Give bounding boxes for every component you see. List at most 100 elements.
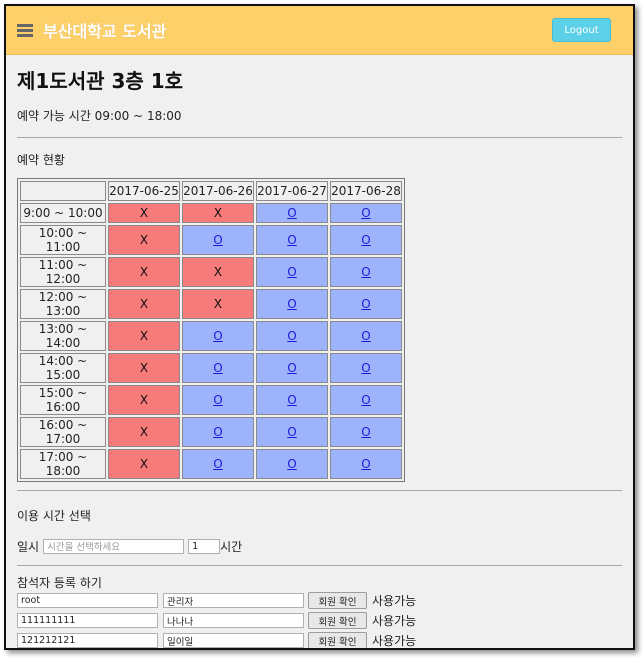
available-slot-link[interactable]: O [361,265,371,279]
table-row: 16:00 ~ 17:00 X O O O [20,417,402,447]
available-slot-link[interactable]: O [287,297,297,311]
reservation-table: 2017-06-25 2017-06-26 2017-06-27 2017-06… [17,178,405,482]
available-slot-link[interactable]: O [213,425,223,439]
available-slot: O [330,321,402,351]
available-slot-link[interactable]: O [213,233,223,247]
time-selection-label: 이용 시간 선택 [17,509,91,523]
table-row: 14:00 ~ 15:00 X O O O [20,353,402,383]
available-slot: O [182,417,254,447]
available-slot-link[interactable]: O [361,297,371,311]
available-slot-link[interactable]: O [287,361,297,375]
available-slot: O [330,203,402,223]
available-slot-link[interactable]: O [287,393,297,407]
brand-title[interactable]: 부산대학교 도서관 [43,22,167,41]
available-slot-link[interactable]: O [361,206,371,220]
table-row: 12:00 ~ 13:00 X X O O [20,289,402,319]
verify-member-button[interactable]: 회원 확인 [308,612,367,629]
verify-member-button[interactable]: 회원 확인 [308,592,367,609]
available-slot: O [330,417,402,447]
available-slot-link[interactable]: O [287,425,297,439]
available-slot: O [182,449,254,479]
time-selection-row: 일시 시간을 선택하세요 1 시간 [17,537,622,555]
main-content: 제1도서관 3층 1호 예약 가능 시간 09:00 ~ 18:00 예약 현황… [6,65,633,648]
time-slot-label: 9:00 ~ 10:00 [20,203,106,223]
member-id-input[interactable]: root [17,593,158,608]
available-slot: O [256,225,328,255]
logout-button[interactable]: Logout [552,18,611,42]
available-slot: O [182,321,254,351]
available-slot-link[interactable]: O [213,457,223,471]
time-slot-label: 17:00 ~ 18:00 [20,449,106,479]
top-navbar: 부산대학교 도서관 Logout [6,6,633,55]
available-slot-link[interactable]: O [361,233,371,247]
table-row: 10:00 ~ 11:00 X O O O [20,225,402,255]
member-name-input[interactable]: 관리자 [163,593,304,608]
table-row: 11:00 ~ 12:00 X X O O [20,257,402,287]
available-slot-link[interactable]: O [213,329,223,343]
attendee-row: 121212121 일이일 회원 확인 사용가능 [17,631,622,648]
member-name-input[interactable]: 일이일 [163,633,304,648]
reservation-table-body: 9:00 ~ 10:00 X X O O 10:00 ~ 11:00 X O O O 11:00 ~… [20,203,402,479]
available-slot-link[interactable]: O [213,361,223,375]
available-slot-link[interactable]: O [287,457,297,471]
available-slot: O [330,449,402,479]
available-slot-link[interactable]: O [361,457,371,471]
available-slot: O [330,385,402,415]
booked-slot: X [108,257,180,287]
table-row: 15:00 ~ 16:00 X O O O [20,385,402,415]
available-slot-link[interactable]: O [287,206,297,220]
time-slot-label: 12:00 ~ 13:00 [20,289,106,319]
page-title: 제1도서관 3층 1호 [17,69,184,93]
date-header: 2017-06-27 [256,181,328,201]
datetime-label: 일시 [17,539,40,554]
member-id-input[interactable]: 121212121 [17,633,158,648]
verify-member-button[interactable]: 회원 확인 [308,632,367,648]
datetime-placeholder: 시간을 선택하세요 [47,542,121,553]
booked-slot: X [108,385,180,415]
available-slot: O [182,225,254,255]
member-id-value: 111111111 [21,615,76,626]
booked-slot: X [182,289,254,319]
member-name-input[interactable]: 나나나 [163,613,304,628]
member-name-value: 나나나 [167,616,194,628]
available-slot: O [330,257,402,287]
reservation-status-label: 예약 현황 [17,153,65,167]
duration-value: 1 [192,540,199,552]
available-slot: O [256,203,328,223]
availability-status: 사용가능 [372,614,417,628]
available-slot: O [256,321,328,351]
time-slot-label: 10:00 ~ 11:00 [20,225,106,255]
date-header: 2017-06-26 [182,181,254,201]
hamburger-menu-icon[interactable] [17,24,33,37]
available-slot-link[interactable]: O [361,329,371,343]
available-slot-link[interactable]: O [361,393,371,407]
date-header: 2017-06-25 [108,181,180,201]
attendee-registration-label: 참석자 등록 하기 [17,576,102,590]
available-slot-link[interactable]: O [361,425,371,439]
available-slot: O [330,289,402,319]
time-slot-label: 13:00 ~ 14:00 [20,321,106,351]
member-id-input[interactable]: 111111111 [17,613,158,628]
available-slot-link[interactable]: O [287,329,297,343]
time-slot-label: 14:00 ~ 15:00 [20,353,106,383]
booked-slot: X [108,417,180,447]
available-slot: O [330,225,402,255]
time-slot-label: 15:00 ~ 16:00 [20,385,106,415]
divider [17,565,622,566]
table-row: 13:00 ~ 14:00 X O O O [20,321,402,351]
duration-input[interactable]: 1 [188,538,221,554]
available-slot-link[interactable]: O [361,361,371,375]
table-corner-cell [20,181,106,201]
time-slot-label: 16:00 ~ 17:00 [20,417,106,447]
time-slot-label: 11:00 ~ 12:00 [20,257,106,287]
available-slot-link[interactable]: O [213,393,223,407]
attendee-row: root 관리자 회원 확인 사용가능 [17,591,622,610]
available-slot-link[interactable]: O [287,265,297,279]
member-name-value: 관리자 [167,596,194,608]
datetime-input[interactable]: 시간을 선택하세요 [43,538,185,554]
availability-status: 사용가능 [372,594,417,608]
available-slot: O [256,289,328,319]
available-slot-link[interactable]: O [287,233,297,247]
booked-slot: X [108,353,180,383]
available-hours: 예약 가능 시간 09:00 ~ 18:00 [17,109,182,123]
